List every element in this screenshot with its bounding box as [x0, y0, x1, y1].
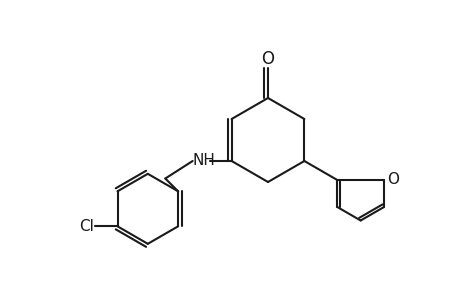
Text: O: O: [386, 172, 398, 188]
Text: O: O: [261, 50, 274, 68]
Text: NH: NH: [192, 152, 215, 167]
Text: Cl: Cl: [79, 219, 94, 234]
